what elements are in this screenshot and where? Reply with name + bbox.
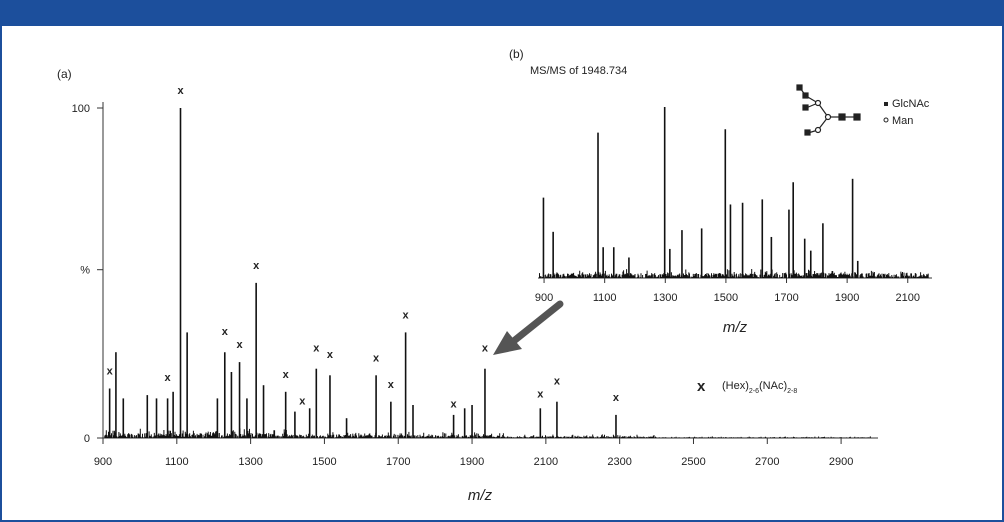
legend-label: (Hex)2-6(NAc)2-8 xyxy=(722,380,797,395)
a-marker-1: x xyxy=(165,372,172,384)
glcnac-square-1 xyxy=(853,113,861,121)
a-x-tick-label-3: 1500 xyxy=(312,456,336,468)
glcnac-square-3 xyxy=(802,92,809,99)
title-bar xyxy=(0,0,1004,26)
b-x-tick-label-6: 2100 xyxy=(896,292,920,304)
a-x-tick-label-2: 1300 xyxy=(238,456,262,468)
man-circle-1 xyxy=(824,113,832,121)
a-y-tick-label-1: % xyxy=(80,265,90,277)
a-marker-0: x xyxy=(107,366,114,378)
a-marker-9: x xyxy=(327,349,334,361)
panel-a-legend: x (Hex)2-6(NAc)2-8 xyxy=(697,378,797,395)
b-x-tick-label-4: 1700 xyxy=(774,292,798,304)
a-x-tick-label-10: 2900 xyxy=(829,456,853,468)
panel-a-x-axis-label: m/z xyxy=(468,487,493,504)
a-marker-5: x xyxy=(253,260,260,272)
man-circle-2 xyxy=(814,99,822,107)
a-marker-14: x xyxy=(482,343,489,355)
a-marker-17: x xyxy=(613,392,620,404)
a-x-tick-label-6: 2100 xyxy=(534,456,558,468)
a-x-tick-label-4: 1700 xyxy=(386,456,410,468)
a-marker-16: x xyxy=(554,376,561,388)
panel-a: (a) 0% 100 900 1100 1300 1500 1700 1900 2100 230… xyxy=(57,67,878,504)
panel-b-x-ticks: 900 1100 1300 1500 1700 1900 2100 xyxy=(535,278,920,304)
man-legend-label: Man xyxy=(892,115,913,127)
panel-a-peaks xyxy=(108,108,617,438)
glcnac-legend-label: GlcNAc xyxy=(892,98,930,110)
a-x-tick-label-7: 2300 xyxy=(607,456,631,468)
a-marker-4: x xyxy=(236,339,243,351)
a-y-tick-label-2: 100 xyxy=(72,103,90,115)
b-x-tick-label-3: 1500 xyxy=(714,292,738,304)
a-x-tick-label-9: 2700 xyxy=(755,456,779,468)
inset-pointer-arrow xyxy=(493,300,564,355)
a-marker-2: x xyxy=(177,85,184,97)
glcnac-square-2 xyxy=(838,113,846,121)
glycan-structure-icon xyxy=(796,84,861,136)
b-x-tick-label-1: 1100 xyxy=(593,292,617,304)
panel-b-legend: GlcNAc Man xyxy=(883,98,930,127)
a-x-tick-label-1: 1100 xyxy=(165,456,189,468)
panel-b-label: (b) xyxy=(509,47,524,61)
panel-b-x-axis-label: m/z xyxy=(723,319,748,336)
panel-b-peaks xyxy=(542,107,859,278)
glcnac-legend-icon xyxy=(884,102,888,106)
a-marker-15: x xyxy=(537,389,544,401)
a-marker-12: x xyxy=(403,310,410,322)
legend-marker-icon: x xyxy=(697,378,706,395)
a-marker-6: x xyxy=(283,369,290,381)
a-marker-10: x xyxy=(373,352,380,364)
panel-a-baseline-noise xyxy=(104,428,871,438)
a-marker-3: x xyxy=(222,326,229,338)
a-marker-7: x xyxy=(299,395,306,407)
glcnac-square-5 xyxy=(796,84,803,91)
man-legend-icon xyxy=(883,117,889,123)
glcnac-square-4 xyxy=(802,104,809,111)
panel-a-label: (a) xyxy=(57,67,72,81)
a-x-tick-label-8: 2500 xyxy=(681,456,705,468)
panel-a-x-ticks: 900 1100 1300 1500 1700 1900 2100 2300 2500 2700 2… xyxy=(94,438,853,468)
panel-b-inset: (b) MS/MS of 1948.734 900 1100 1300 1500 170… xyxy=(509,47,932,336)
b-x-tick-label-0: 900 xyxy=(535,292,553,304)
a-marker-8: x xyxy=(313,343,320,355)
b-x-tick-label-2: 1300 xyxy=(653,292,677,304)
glcnac-square-6 xyxy=(804,129,811,136)
a-x-tick-label-5: 1900 xyxy=(460,456,484,468)
a-y-tick-label-0: 0 xyxy=(84,433,90,445)
a-noise-path xyxy=(104,428,871,438)
panel-b-title: MS/MS of 1948.734 xyxy=(530,65,627,77)
man-circle-3 xyxy=(814,126,822,134)
a-marker-11: x xyxy=(388,379,395,391)
b-x-tick-label-5: 1900 xyxy=(835,292,859,304)
a-x-tick-label-0: 900 xyxy=(94,456,112,468)
a-marker-13: x xyxy=(451,399,458,411)
panel-a-y-ticks: 0% 100 xyxy=(72,103,103,445)
